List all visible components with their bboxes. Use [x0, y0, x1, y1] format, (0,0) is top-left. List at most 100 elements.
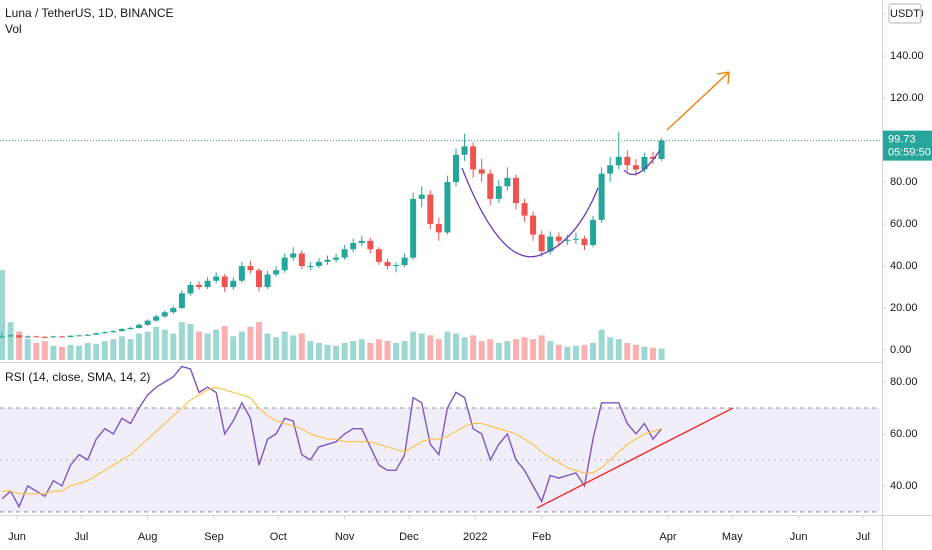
volume-bar — [247, 326, 254, 360]
candle-body — [512, 177, 519, 204]
candle-body — [572, 238, 579, 240]
candle-body — [461, 146, 468, 155]
candle-body — [153, 316, 160, 321]
last-price-label: 99.73 — [888, 134, 916, 146]
volume-bar — [324, 344, 331, 360]
volume-bar — [521, 337, 528, 360]
volume-bar — [290, 335, 297, 360]
candle-body — [7, 335, 14, 337]
rsi-sma-line — [2, 386, 662, 495]
volume-bar — [564, 346, 571, 360]
candle-body — [367, 240, 374, 250]
volume-bar — [470, 335, 477, 360]
volume-bar — [16, 331, 23, 360]
volume-bar — [341, 342, 348, 360]
candle-body — [101, 332, 108, 334]
volume-bar — [427, 335, 434, 360]
x-tick-label: Feb — [532, 531, 551, 543]
volume-bar — [264, 333, 271, 360]
x-tick-label: May — [722, 531, 743, 543]
candle-body — [307, 266, 314, 268]
volume-title: Vol — [5, 22, 22, 36]
candle-body — [161, 312, 168, 317]
candle-body — [658, 140, 665, 159]
candle-body — [76, 335, 83, 337]
x-tick-label: Dec — [399, 531, 419, 543]
currency-label: USDT — [890, 8, 920, 20]
y-tick-label: 60.00 — [890, 218, 918, 230]
volume-bar — [136, 333, 143, 360]
candle-body — [144, 320, 151, 325]
rsi-tick-label: 80.00 — [890, 376, 918, 388]
candle-body — [24, 336, 31, 338]
candle-body — [444, 182, 451, 233]
candle-body — [530, 215, 537, 235]
handle-curve — [623, 149, 661, 176]
axis-layer: 0.0020.0040.0060.0080.00100.00120.00140.… — [8, 8, 932, 543]
volume-bar — [650, 347, 657, 360]
volume-bar — [298, 333, 305, 360]
candle-body — [564, 239, 571, 241]
candle-body — [607, 165, 614, 174]
volume-bar — [315, 342, 322, 360]
candle-body — [187, 284, 194, 294]
candle-body — [624, 156, 631, 166]
volume-bar — [110, 339, 117, 360]
candle-body — [264, 274, 271, 288]
candle-body — [358, 240, 365, 243]
volume-bar — [161, 329, 168, 360]
volume-bar — [598, 329, 605, 360]
volume-bar — [93, 343, 100, 360]
volume-bar — [153, 326, 160, 360]
volume-bar — [461, 337, 468, 360]
candle-body — [118, 329, 125, 332]
volume-bar — [7, 322, 14, 360]
candle-body — [50, 336, 57, 338]
volume-bar — [478, 341, 485, 360]
x-tick-label: Nov — [335, 531, 355, 543]
candle-body — [581, 238, 588, 246]
currency-box[interactable] — [888, 3, 922, 24]
volume-bar — [255, 322, 262, 360]
x-tick-label: Jul — [74, 531, 88, 543]
volume-bar — [538, 335, 545, 360]
candle-body — [615, 156, 622, 166]
volume-bar — [213, 329, 220, 360]
candle-body — [504, 177, 511, 187]
volume-bar — [307, 341, 314, 360]
volume-bar — [84, 342, 91, 360]
candle-body — [196, 284, 203, 288]
x-tick-label: Oct — [270, 531, 287, 543]
candle-body — [452, 154, 459, 183]
volume-bar — [572, 345, 579, 360]
volume-bar — [67, 344, 74, 360]
candle-body — [470, 146, 477, 170]
volume-bar — [393, 342, 400, 360]
candle-body — [178, 293, 185, 309]
candle-body — [590, 219, 597, 246]
volume-bar — [555, 344, 562, 360]
volume-bar — [127, 339, 134, 360]
candle-body — [375, 249, 382, 262]
candle-body — [487, 173, 494, 199]
candle-body — [16, 335, 23, 338]
candle-body — [0, 336, 6, 338]
candle-body — [401, 257, 408, 265]
plot-layer — [0, 131, 880, 513]
y-tick-label: 80.00 — [890, 176, 918, 188]
candle-body — [213, 276, 220, 281]
candle-body — [333, 257, 340, 260]
candle-body — [230, 280, 237, 288]
x-tick-label: 2022 — [463, 531, 487, 543]
volume-bar — [590, 342, 597, 360]
volume-bar — [238, 331, 245, 360]
rsi-tick-label: 40.00 — [890, 480, 918, 492]
candle-body — [393, 264, 400, 267]
volume-bar — [196, 331, 203, 360]
volume-bar — [581, 344, 588, 360]
candle-body — [384, 261, 391, 267]
target-arrow — [666, 71, 730, 131]
candle-body — [136, 324, 143, 328]
